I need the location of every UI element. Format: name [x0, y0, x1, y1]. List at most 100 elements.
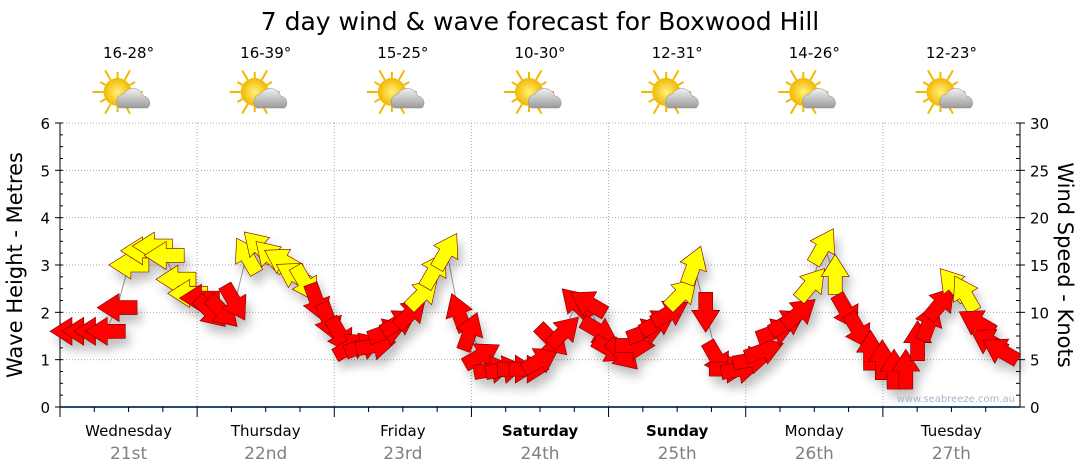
sun-ray: [129, 81, 136, 86]
day-name: Tuesday: [920, 422, 982, 440]
partly-cloudy-icon: [92, 69, 150, 115]
wind-arrow: [806, 228, 835, 268]
right-tick-label: 0: [1030, 399, 1040, 417]
sun-ray: [99, 81, 106, 86]
cloud: [527, 88, 562, 109]
sun-ray: [374, 98, 381, 103]
sun-ray: [814, 81, 822, 86]
left-tick-label: 4: [40, 210, 50, 228]
partly-cloudy-icon: [366, 69, 425, 115]
sun-ray: [672, 69, 680, 81]
sun-ray: [397, 69, 406, 81]
wind-arrow: [691, 292, 721, 333]
partly-cloudy-icon: [641, 69, 699, 115]
sun-ray: [515, 103, 523, 115]
partly-cloudy-icon: [778, 69, 836, 115]
sun-ray: [266, 81, 273, 86]
sun-ray: [104, 69, 112, 81]
wind-arrow: [982, 338, 1022, 367]
right-axis-label: Wind Speed - Knots: [1053, 162, 1077, 367]
day-temp: 10-30°: [514, 44, 565, 62]
sun-ray: [789, 69, 798, 81]
day-temp: 12-23°: [926, 44, 977, 62]
sun-ray: [809, 69, 817, 81]
day-date: 21st: [110, 444, 147, 464]
partly-cloudy-icon: [915, 69, 973, 115]
wind-arrow: [544, 316, 579, 351]
wind-arrow: [430, 232, 459, 273]
left-axis-label: Wave Height - Metres: [3, 152, 27, 378]
sun-ray: [511, 81, 518, 86]
cloud: [116, 88, 150, 109]
wind-arrow: [820, 253, 850, 295]
left-tick-label: 2: [40, 304, 50, 322]
wind-arrow: [679, 245, 707, 287]
sun-ray: [236, 81, 244, 86]
sun-ray: [378, 69, 386, 81]
partly-cloudy-icon: [229, 69, 288, 115]
wind-arrow: [218, 281, 247, 321]
sun-ray: [241, 69, 249, 81]
wind-arrow: [460, 343, 500, 372]
left-tick-label: 0: [40, 399, 50, 417]
day-name: Wednesday: [85, 422, 172, 440]
sun-ray: [99, 98, 106, 103]
wind-arrow: [96, 293, 138, 323]
day-temp: 16-39°: [240, 44, 291, 62]
wind-arrow: [793, 268, 825, 305]
sun-ray: [927, 69, 935, 81]
sun-ray: [652, 69, 661, 81]
sun-ray: [236, 98, 244, 103]
left-tick-label: 6: [40, 115, 50, 133]
sun-ray: [922, 81, 929, 86]
day-date: 26th: [795, 444, 834, 464]
wind-arrow: [84, 316, 126, 346]
wind-arrow: [953, 275, 982, 315]
right-tick-label: 30: [1030, 115, 1049, 133]
sun-ray: [927, 103, 935, 115]
sun-ray: [104, 103, 112, 115]
left-tick-label: 5: [40, 162, 50, 180]
sun-ray: [946, 69, 954, 81]
wind-arrow: [922, 287, 955, 324]
right-tick-label: 20: [1030, 210, 1049, 228]
sun-ray: [515, 69, 523, 81]
sun-ray: [378, 103, 386, 115]
day-temp: 15-25°: [377, 44, 428, 62]
right-tick-label: 10: [1030, 304, 1049, 322]
sun-ray: [922, 98, 929, 103]
cloud: [390, 88, 425, 109]
sun-ray: [648, 98, 655, 103]
day-temp: 14-26°: [789, 44, 840, 62]
day-date: 23rd: [383, 444, 422, 464]
left-tick-label: 1: [40, 352, 50, 370]
day-date: 25th: [658, 444, 697, 464]
day-name: Sunday: [646, 422, 709, 440]
right-tick-label: 15: [1030, 257, 1049, 275]
cloud: [665, 88, 699, 109]
sun-ray: [648, 81, 655, 86]
sun-ray: [241, 103, 249, 115]
partly-cloudy-icon: [504, 69, 562, 115]
wind-arrow: [779, 299, 816, 331]
day-name: Saturday: [502, 422, 579, 440]
sun-ray: [789, 103, 798, 115]
right-tick-label: 25: [1030, 162, 1049, 180]
wind-arrow: [662, 278, 697, 313]
day-name: Friday: [380, 422, 426, 440]
cloud: [802, 88, 836, 109]
wind-arrow: [455, 311, 484, 353]
cloud: [253, 88, 288, 109]
left-tick-label: 3: [40, 257, 50, 275]
sun-ray: [652, 103, 661, 115]
sun-ray: [952, 81, 959, 86]
day-name: Thursday: [230, 422, 301, 440]
wind-arrow: [143, 240, 185, 271]
day-date: 24th: [520, 444, 559, 464]
day-temp: 16-28°: [103, 44, 154, 62]
day-date: 22nd: [244, 444, 287, 464]
day-name: Monday: [785, 422, 844, 440]
watermark: www.seabreeze.com.au: [897, 394, 1015, 405]
